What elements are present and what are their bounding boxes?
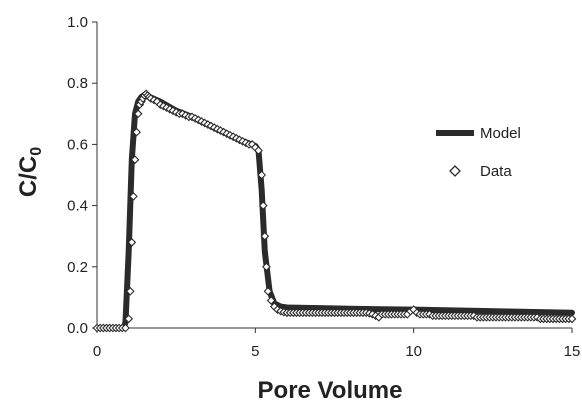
data-point (130, 155, 140, 165)
x-axis-title: Pore Volume (258, 377, 403, 404)
data-point (121, 323, 130, 333)
x-tick-label: 0 (93, 343, 101, 360)
x-tick-label: 15 (564, 343, 581, 360)
y-tick-label: 0.4 (67, 198, 88, 215)
axes (96, 22, 572, 329)
x-tick-label: 5 (251, 343, 259, 360)
y-tick-label: 0.6 (67, 136, 88, 153)
legend-data-marker (449, 165, 461, 177)
data-point (262, 262, 271, 272)
data-point (260, 231, 270, 241)
data-point (567, 314, 577, 324)
ticks: 0.0 0.2 0.4 0.6 0.8 1.0 0 5 10 15 (67, 14, 580, 360)
data-point (132, 127, 141, 137)
y-tick-label: 1.0 (67, 14, 88, 31)
legend: Model Data (436, 125, 521, 180)
marks (92, 89, 577, 333)
y-tick-label: 0.0 (67, 320, 88, 337)
data-point (124, 314, 134, 324)
data-point (127, 237, 137, 247)
y-axis-title: C/C0 (15, 147, 45, 197)
y-axis-title-subscript: 0 (28, 147, 45, 156)
y-axis-title-main: C/C (15, 156, 42, 197)
y-tick-label: 0.8 (67, 75, 88, 92)
data-point (257, 170, 267, 180)
data-point (133, 109, 143, 119)
legend-model-label: Model (480, 125, 521, 142)
data-point (263, 286, 273, 296)
data-point (266, 296, 276, 305)
data-point (125, 286, 135, 296)
legend-data-label: Data (480, 163, 512, 180)
data-point (129, 192, 138, 201)
y-tick-label: 0.2 (67, 259, 88, 276)
data-point (254, 146, 263, 155)
data-point (258, 201, 268, 210)
x-tick-label: 10 (405, 343, 422, 360)
